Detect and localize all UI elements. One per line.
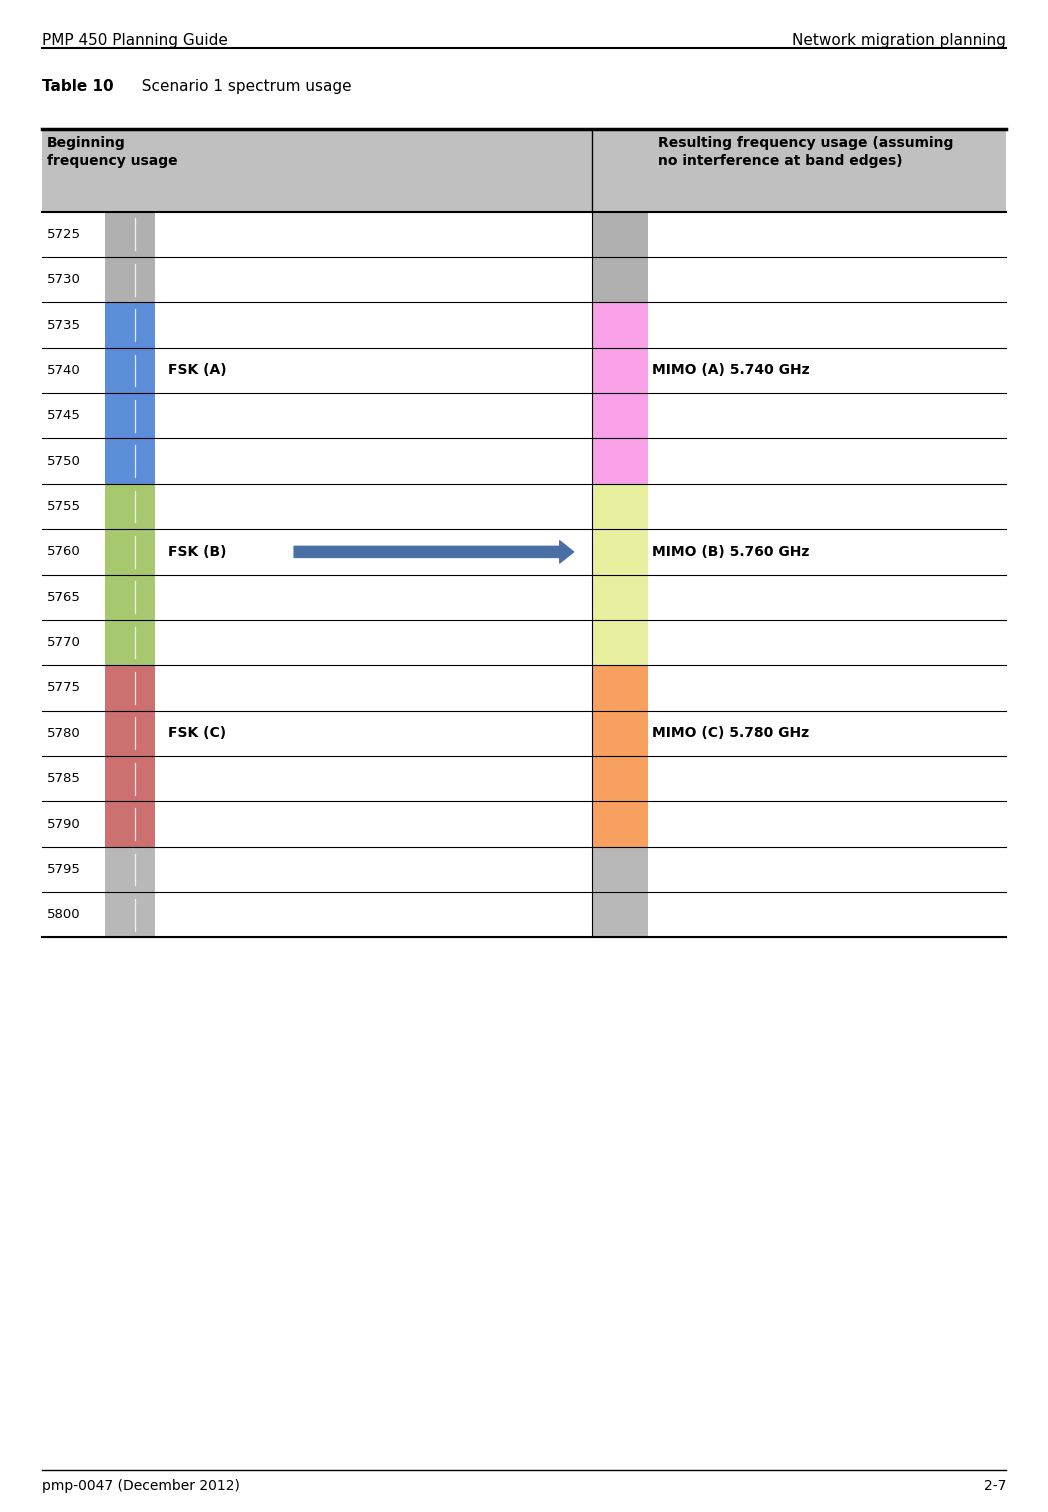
Text: FSK (C): FSK (C)	[168, 726, 225, 741]
Bar	[42, 665, 1006, 711]
Bar	[105, 575, 155, 620]
Bar	[42, 302, 1006, 348]
Text: 5795: 5795	[47, 863, 81, 875]
Bar	[592, 575, 648, 620]
Text: pmp-0047 (December 2012): pmp-0047 (December 2012)	[42, 1479, 240, 1492]
Bar	[592, 212, 648, 257]
Bar	[42, 575, 1006, 620]
Bar	[105, 257, 155, 302]
Bar	[42, 129, 1006, 212]
Bar	[105, 756, 155, 801]
Text: 5800: 5800	[47, 909, 81, 921]
Text: 5755: 5755	[47, 500, 81, 513]
Bar	[42, 529, 1006, 575]
Bar	[105, 212, 155, 257]
Text: MIMO (A) 5.740 GHz: MIMO (A) 5.740 GHz	[652, 363, 809, 378]
Bar	[42, 212, 1006, 257]
Bar	[592, 847, 648, 892]
Bar	[592, 302, 648, 348]
Bar	[592, 756, 648, 801]
Bar	[105, 620, 155, 665]
Bar	[105, 529, 155, 575]
Bar	[105, 665, 155, 711]
Bar	[42, 393, 1006, 438]
Bar	[592, 620, 648, 665]
Text: 5765: 5765	[47, 591, 81, 603]
Text: Scenario 1 spectrum usage: Scenario 1 spectrum usage	[132, 79, 352, 94]
Bar	[105, 801, 155, 847]
Text: 5760: 5760	[47, 546, 81, 558]
Bar	[42, 756, 1006, 801]
FancyArrowPatch shape	[294, 541, 573, 562]
Text: 2-7: 2-7	[984, 1479, 1006, 1492]
Text: 5775: 5775	[47, 682, 81, 694]
Bar	[105, 393, 155, 438]
Text: 5750: 5750	[47, 455, 81, 467]
Bar	[42, 620, 1006, 665]
Bar	[105, 892, 155, 937]
Bar	[592, 665, 648, 711]
Text: 5740: 5740	[47, 364, 81, 376]
Bar	[42, 348, 1006, 393]
Bar	[42, 484, 1006, 529]
Bar	[592, 348, 648, 393]
Bar	[42, 438, 1006, 484]
Bar	[105, 711, 155, 756]
Bar	[105, 348, 155, 393]
Bar	[592, 484, 648, 529]
Text: 5790: 5790	[47, 818, 81, 830]
Text: 5745: 5745	[47, 410, 81, 422]
Bar	[592, 529, 648, 575]
Bar	[42, 257, 1006, 302]
Text: MIMO (C) 5.780 GHz: MIMO (C) 5.780 GHz	[652, 726, 809, 741]
Bar	[42, 892, 1006, 937]
Bar	[592, 438, 648, 484]
Text: PMP 450 Planning Guide: PMP 450 Planning Guide	[42, 33, 227, 48]
Bar	[105, 302, 155, 348]
Bar	[592, 393, 648, 438]
Text: 5735: 5735	[47, 319, 81, 331]
Text: Network migration planning: Network migration planning	[792, 33, 1006, 48]
Text: MIMO (B) 5.760 GHz: MIMO (B) 5.760 GHz	[652, 544, 809, 559]
Bar	[105, 438, 155, 484]
Bar	[42, 711, 1006, 756]
Text: 5770: 5770	[47, 637, 81, 649]
Text: FSK (B): FSK (B)	[168, 544, 226, 559]
Bar	[105, 484, 155, 529]
Text: 5730: 5730	[47, 274, 81, 286]
Text: 5785: 5785	[47, 773, 81, 785]
Bar	[592, 257, 648, 302]
Text: 5725: 5725	[47, 228, 81, 240]
Text: Beginning
frequency usage: Beginning frequency usage	[47, 136, 178, 168]
Bar	[42, 801, 1006, 847]
Bar	[592, 711, 648, 756]
Bar	[105, 847, 155, 892]
Text: Table 10: Table 10	[42, 79, 113, 94]
Text: Resulting frequency usage (assuming
no interference at band edges): Resulting frequency usage (assuming no i…	[658, 136, 954, 168]
Text: 5780: 5780	[47, 727, 81, 739]
Text: FSK (A): FSK (A)	[168, 363, 226, 378]
Bar	[592, 892, 648, 937]
Bar	[42, 847, 1006, 892]
Bar	[592, 801, 648, 847]
